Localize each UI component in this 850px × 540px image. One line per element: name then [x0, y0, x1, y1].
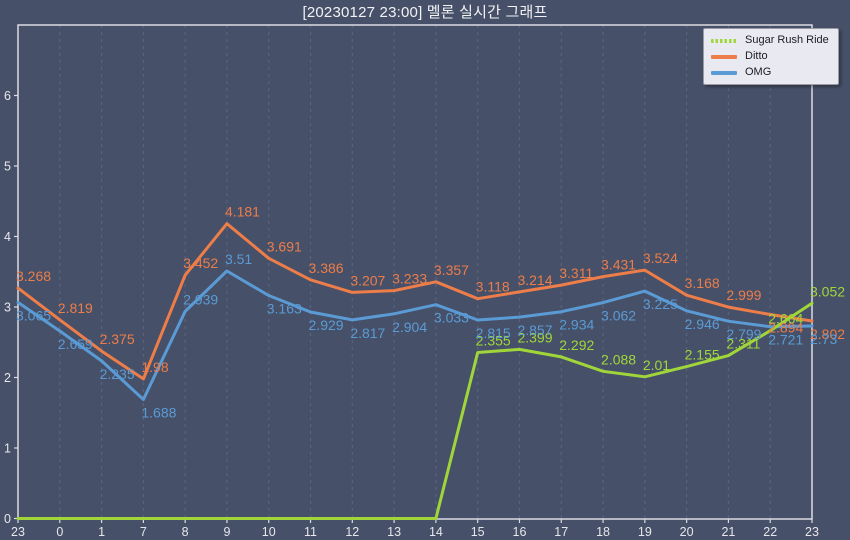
data-label: 1.688	[141, 404, 176, 420]
data-label: 2.817	[350, 325, 385, 341]
data-label: 3.691	[267, 238, 302, 254]
data-label: 3.207	[350, 272, 385, 288]
x-axis-label: 19	[638, 525, 652, 539]
legend: Sugar Rush Ride Ditto OMG	[703, 28, 839, 85]
data-label: 3.065	[16, 307, 51, 323]
data-label: 2.235	[100, 366, 135, 382]
x-axis-label: 22	[763, 525, 777, 539]
chart-title: [20230127 23:00] 멜론 실시간 그래프	[302, 4, 548, 21]
data-label: 2.939	[183, 291, 218, 307]
line-omg	[16, 269, 814, 401]
data-label: 2.01	[643, 357, 670, 373]
data-label: 3.225	[643, 296, 678, 312]
data-label: 2.355	[476, 332, 511, 348]
y-axis-label: 6	[4, 89, 11, 103]
data-label: 3.524	[643, 250, 678, 266]
data-label: 3.163	[267, 301, 302, 317]
x-axis-label: 17	[554, 525, 568, 539]
data-label: 2.292	[559, 337, 594, 353]
data-label: 2.659	[58, 336, 93, 352]
x-axis-label: 15	[471, 525, 485, 539]
data-label: 3.052	[810, 283, 845, 299]
x-axis-label: 16	[513, 525, 527, 539]
line-sugar-rush-ride	[16, 301, 814, 520]
legend-label: Ditto	[745, 50, 768, 62]
x-axis-label: 11	[304, 525, 317, 539]
data-label: 2.088	[601, 351, 636, 367]
x-axis-label: 14	[429, 525, 443, 539]
legend-swatch-omg	[711, 70, 737, 75]
data-label: 2.934	[559, 317, 594, 333]
data-label: 2.799	[726, 326, 761, 342]
data-label: 3.51	[225, 251, 252, 267]
data-label: 1.98	[141, 359, 168, 375]
data-label: 2.399	[517, 329, 552, 345]
x-axis-label: 7	[140, 525, 147, 539]
data-label: 3.062	[601, 308, 636, 324]
legend-item-ditto: Ditto	[711, 50, 829, 63]
x-axis-label: 20	[680, 525, 694, 539]
y-axis-label: 0	[4, 512, 11, 526]
y-axis-label: 1	[4, 442, 11, 456]
data-label: 2.904	[392, 319, 427, 335]
data-label: 2.815	[476, 325, 511, 341]
y-axis-label: 2	[4, 371, 11, 385]
data-label: 2.802	[810, 326, 845, 342]
legend-swatch-sugar-rush-ride	[711, 38, 737, 43]
x-axis-label: 0	[56, 525, 63, 539]
x-axis-label: 1	[98, 525, 105, 539]
data-label: 3.268	[16, 268, 51, 284]
legend-label: Sugar Rush Ride	[745, 34, 829, 46]
legend-item-omg: OMG	[711, 66, 829, 79]
x-axis-label: 21	[721, 525, 735, 539]
data-label: 2.999	[726, 287, 761, 303]
y-axis-label: 4	[4, 230, 11, 244]
data-label: 2.375	[100, 331, 135, 347]
data-label: 3.386	[309, 260, 344, 276]
data-label: 2.73	[810, 331, 837, 347]
legend-label: OMG	[745, 66, 772, 78]
x-axis-label: 23	[805, 525, 819, 539]
data-label: 3.214	[517, 272, 552, 288]
data-label: 2.946	[685, 316, 720, 332]
legend-item-sugar-rush-ride: Sugar Rush Ride	[711, 34, 829, 47]
data-label: 2.721	[768, 332, 803, 348]
data-label: 3.118	[476, 279, 510, 295]
data-label: 3.033	[434, 310, 469, 326]
x-axis-label: 18	[596, 525, 610, 539]
data-label: 3.168	[685, 275, 720, 291]
data-label: 3.311	[559, 265, 593, 281]
y-axis-label: 5	[4, 160, 11, 174]
data-label: 2.819	[58, 300, 93, 316]
x-axis-label: 8	[182, 525, 189, 539]
y-axis-label: 3	[4, 301, 11, 315]
data-label: 3.357	[434, 262, 469, 278]
data-label: 2.155	[685, 347, 720, 363]
data-label: 4.181	[225, 204, 260, 220]
data-label: 2.857	[517, 322, 552, 338]
data-label: 2.311	[726, 336, 760, 352]
line-ditto	[16, 222, 814, 381]
data-label: 3.431	[601, 257, 636, 273]
data-label: 2.894	[768, 319, 803, 335]
data-label: 2.664	[768, 311, 803, 327]
data-label: 3.233	[392, 271, 427, 287]
legend-swatch-ditto	[711, 54, 737, 59]
x-axis-label: 13	[387, 525, 401, 539]
x-axis-label: 23	[11, 525, 25, 539]
x-axis-label: 10	[262, 525, 276, 539]
x-axis-label: 12	[345, 525, 359, 539]
data-label: 3.452	[183, 255, 218, 271]
x-axis-label: 9	[223, 525, 230, 539]
data-label: 2.929	[309, 317, 344, 333]
